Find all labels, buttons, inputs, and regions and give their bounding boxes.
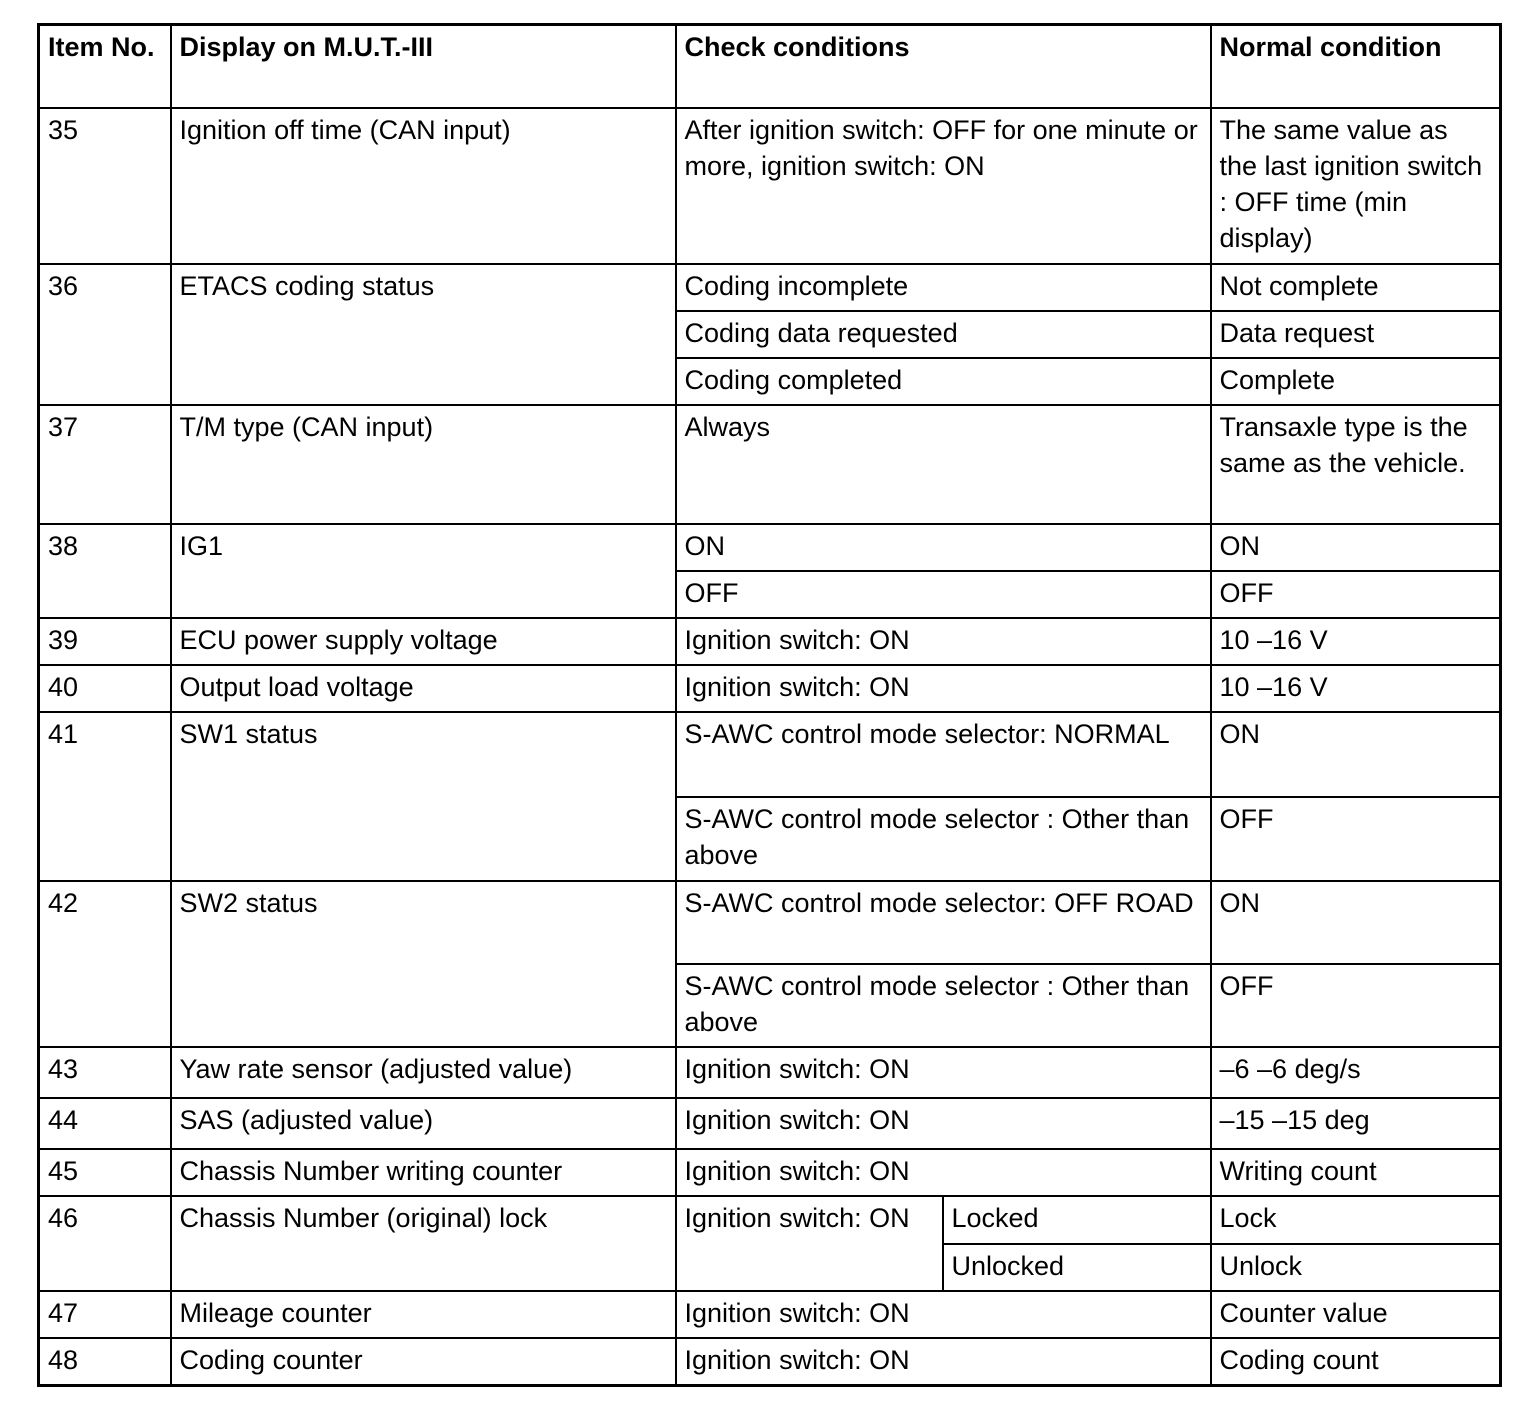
check-condition: S-AWC control mode selector : Other than… (674, 795, 1212, 882)
item-number: 42 (37, 879, 172, 1048)
normal-condition: ON (1209, 522, 1502, 572)
display-name: Chassis Number (original) lock (169, 1194, 677, 1292)
table-row: 39 ECU power supply voltage Ignition switc… (37, 616, 1502, 666)
check-condition: Coding completed (674, 356, 1212, 406)
display-name: IG1 (169, 522, 677, 619)
check-condition: Ignition switch: ON (674, 1289, 1212, 1339)
normal-condition: ON (1209, 879, 1502, 965)
normal-condition: Transaxle type is the same as the vehicl… (1209, 403, 1502, 525)
header-item-no: Item No. (37, 23, 172, 109)
normal-condition: The same value as the last ignition swit… (1209, 106, 1502, 265)
normal-condition: 10 –16 V (1209, 616, 1502, 666)
check-condition: S-AWC control mode selector: NORMAL (674, 710, 1212, 798)
display-name: SW1 status (169, 710, 677, 882)
normal-condition: Not complete (1209, 262, 1502, 312)
header-display: Display on M.U.T.-III (169, 23, 677, 109)
table-row: 47 Mileage counter Ignition switch: ON Coun… (37, 1289, 1502, 1339)
display-name: Yaw rate sensor (adjusted value) (169, 1045, 677, 1099)
normal-condition: OFF (1209, 962, 1502, 1048)
check-condition: Locked (941, 1194, 1212, 1245)
normal-condition: Counter value (1209, 1289, 1502, 1339)
check-condition: ON (674, 522, 1212, 572)
normal-condition: –15 –15 deg (1209, 1096, 1502, 1150)
table-row: 42 SW2 status S-AWC control mode selector:… (37, 879, 1502, 1048)
display-name: ECU power supply voltage (169, 616, 677, 666)
display-name: Ignition off time (CAN input) (169, 106, 677, 265)
display-name: Coding counter (169, 1336, 677, 1387)
normal-condition: Unlock (1209, 1242, 1502, 1292)
item-number: 40 (37, 663, 172, 713)
table-row: S-AWC control mode selector : Other than… (39, 962, 1502, 1048)
item-number: 39 (37, 616, 172, 666)
display-name: T/M type (CAN input) (169, 403, 677, 525)
item-number: 35 (37, 106, 172, 265)
check-condition: After ignition switch: OFF for one minut… (674, 106, 1212, 265)
check-condition: Ignition switch: ON (674, 1096, 1212, 1150)
check-condition: Ignition switch: ON (674, 1045, 1212, 1099)
table-row: 37 T/M type (CAN input) Always Transaxle ty… (37, 403, 1502, 525)
normal-condition: Writing count (1209, 1147, 1502, 1197)
item-number: 43 (37, 1045, 172, 1099)
table-row: 38 IG1 ON ON (37, 522, 1502, 619)
check-condition: Always (674, 403, 1212, 525)
check-condition: S-AWC control mode selector : Other than… (674, 962, 1212, 1048)
header-normal-condition: Normal condition (1209, 23, 1502, 109)
check-condition: OFF (674, 569, 1212, 619)
normal-condition: Lock (1209, 1194, 1502, 1245)
normal-condition: Coding count (1209, 1336, 1502, 1387)
table-row: 36 ETACS coding status Coding incomplete No… (37, 262, 1502, 406)
check-condition: Ignition switch: ON (674, 1336, 1212, 1387)
table-row: Coding data requested Data request (39, 309, 1502, 359)
normal-condition: OFF (1209, 795, 1502, 882)
table-row: 41 SW1 status S-AWC control mode selector:… (37, 710, 1502, 882)
normal-condition: Data request (1209, 309, 1502, 359)
table-row: 35 Ignition off time (CAN input) After ign… (37, 106, 1502, 265)
header-check-conditions: Check conditions (674, 23, 1212, 109)
item-number: 47 (37, 1289, 172, 1339)
check-condition: Ignition switch: ON (674, 663, 1212, 713)
table-row: Unlocked Unlock (39, 1242, 1502, 1292)
check-condition: Coding incomplete (674, 262, 1212, 312)
normal-condition: Complete (1209, 356, 1502, 406)
item-number: 41 (37, 710, 172, 882)
display-name: Output load voltage (169, 663, 677, 713)
check-condition: S-AWC control mode selector: OFF ROAD (674, 879, 1212, 965)
check-condition: Ignition switch: ON (674, 616, 1212, 666)
table-row: 45 Chassis Number writing counter Ignition… (37, 1147, 1502, 1197)
item-number: 45 (37, 1147, 172, 1197)
display-name: Chassis Number writing counter (169, 1147, 677, 1197)
check-condition: Ignition switch: ON (674, 1147, 1212, 1197)
item-number: 38 (37, 522, 172, 619)
display-name: Mileage counter (169, 1289, 677, 1339)
normal-condition: –6 –6 deg/s (1209, 1045, 1502, 1099)
table-row: 43 Yaw rate sensor (adjusted value) Igniti… (37, 1045, 1502, 1099)
display-name: ETACS coding status (169, 262, 677, 406)
table-row: 40 Output load voltage Ignition switch: ON… (37, 663, 1502, 713)
item-number: 46 (37, 1194, 172, 1292)
check-condition: Unlocked (941, 1242, 1212, 1292)
normal-condition: ON (1209, 710, 1502, 798)
header-row: Item No. Display on M.U.T.-III Check con… (37, 23, 1502, 109)
table-row: Coding completed Complete (39, 356, 1502, 406)
normal-condition: OFF (1209, 569, 1502, 619)
table-row: 46 Chassis Number (original) lock Ignition… (37, 1194, 1502, 1292)
normal-condition: 10 –16 V (1209, 663, 1502, 713)
check-condition-group: Ignition switch: ON (674, 1194, 944, 1292)
item-number: 48 (37, 1336, 172, 1387)
check-condition: Coding data requested (674, 309, 1212, 359)
table-row: 48 Coding counter Ignition switch: ON Codin… (37, 1336, 1502, 1387)
table-row: 44 SAS (adjusted value) Ignition switch: O… (37, 1096, 1502, 1150)
item-number: 37 (37, 403, 172, 525)
display-name: SAS (adjusted value) (169, 1096, 677, 1150)
item-number: 44 (37, 1096, 172, 1150)
item-number: 36 (37, 262, 172, 406)
table-row: S-AWC control mode selector : Other than… (39, 795, 1502, 882)
data-list-table: Item No. Display on M.U.T.-III Check con… (37, 23, 1502, 1387)
display-name: SW2 status (169, 879, 677, 1048)
table-row: OFF OFF (39, 569, 1502, 619)
